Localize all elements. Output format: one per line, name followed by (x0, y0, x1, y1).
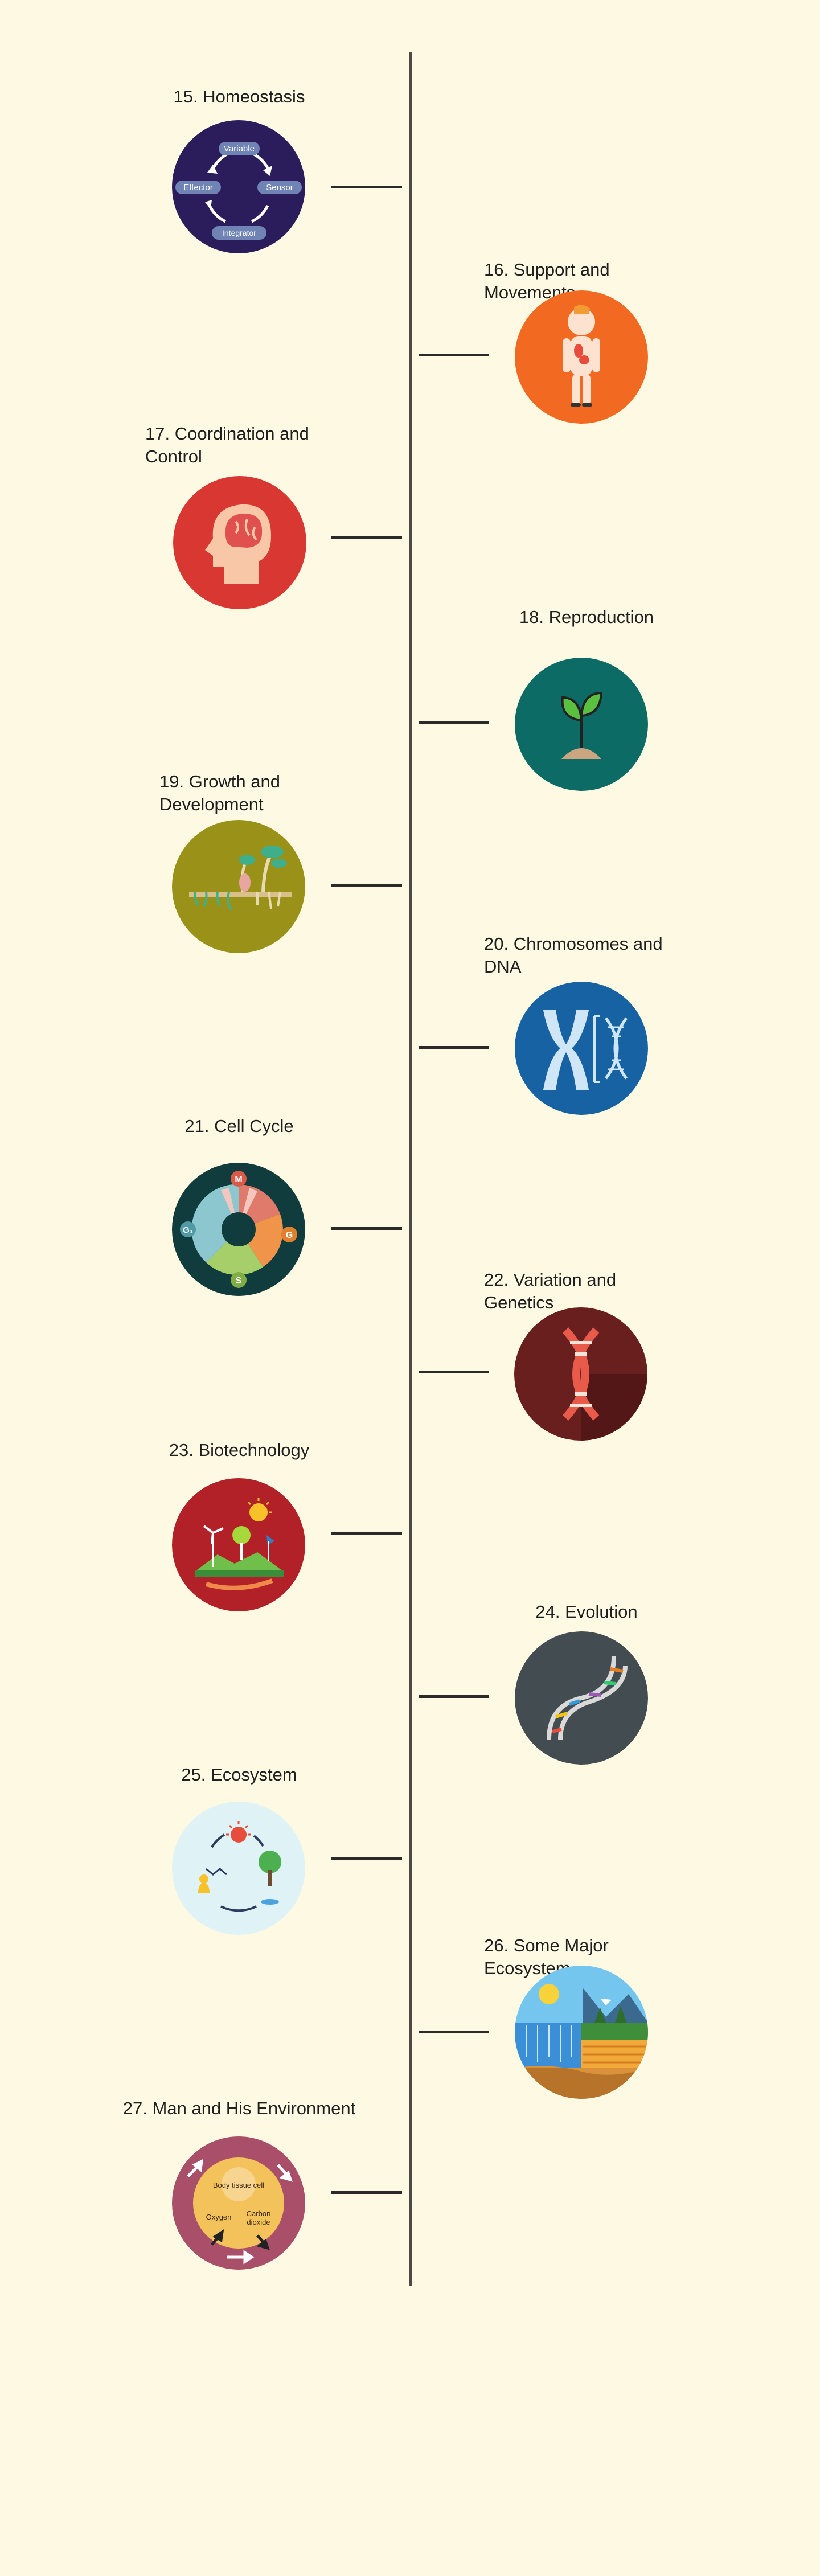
connector (419, 1371, 489, 1373)
svg-text:Effector: Effector (183, 183, 212, 192)
svg-text:Sensor: Sensor (266, 183, 293, 192)
timeline-item-cell-cycle: 21. Cell Cycle (108, 1115, 370, 1138)
item-title: 27. Man and His Environment (122, 2098, 356, 2118)
timeline-item-growth-and-development: 19. Growth and Development (108, 770, 370, 816)
timeline-item-coordination-and-control: 17. Coordination and Control (108, 423, 370, 468)
major-ecosystems-icon (515, 1966, 648, 2099)
item-title: 18. Reproduction (519, 607, 654, 627)
svg-text:Carbon: Carbon (247, 2209, 271, 2218)
item-title: 24. Evolution (535, 1602, 638, 1622)
timeline-item-variation-and-genetics: 22. Variation and Genetics (456, 1269, 718, 1314)
homeostasis-cycle-icon: Variable Effector Sensor Integrator (172, 120, 305, 253)
connector (419, 354, 489, 356)
sprout-icon (515, 658, 648, 791)
biotech-landscape-icon (172, 1478, 305, 1611)
item-title: 19. Growth and Development (159, 772, 280, 814)
timeline-item-evolution: 24. Evolution (456, 1601, 718, 1623)
timeline-item-ecosystem: 25. Ecosystem (108, 1763, 370, 1786)
connector (331, 2191, 402, 2194)
timeline-item-support-and-movements: 16. Support and Movements (456, 259, 718, 304)
item-title: 21. Cell Cycle (184, 1116, 294, 1136)
item-title: 16. Support and Movements (484, 260, 610, 302)
timeline-item-some-major-ecosystem: 26. Some Major Ecosystem (456, 1934, 718, 1980)
svg-text:G: G (286, 1230, 293, 1240)
item-title: 23. Biotechnology (169, 1440, 310, 1460)
timeline-item-man-and-his-environment: 27. Man and His Environment (108, 2097, 370, 2120)
connector (331, 1857, 402, 1860)
chromosome-dna-icon (515, 982, 648, 1115)
environment-cell-icon: Body tissue cell Oxygen Carbon dioxide (172, 2136, 305, 2270)
svg-text:M: M (235, 1175, 242, 1184)
timeline-item-chromosomes-and-dna: 20. Chromosomes and DNA (456, 933, 718, 978)
timeline-item-biotechnology: 23. Biotechnology (108, 1439, 370, 1462)
evolution-dna-icon (515, 1631, 648, 1765)
item-title: 20. Chromosomes and DNA (484, 934, 663, 977)
connector (331, 1532, 402, 1535)
connector (419, 1695, 489, 1698)
item-title: 26. Some Major Ecosystem (484, 1935, 609, 1978)
dna-helix-icon (514, 1307, 647, 1441)
ecosystem-cycle-icon (172, 1802, 305, 1935)
brain-head-icon (173, 476, 306, 609)
timeline-line (409, 52, 412, 2286)
connector (419, 721, 489, 724)
plant-growth-icon (172, 820, 305, 953)
svg-text:G₁: G₁ (183, 1225, 193, 1235)
timeline-item-reproduction: 18. Reproduction (456, 606, 718, 629)
svg-text:S: S (236, 1276, 242, 1286)
timeline-item-homeostasis: 15. Homeostasis (108, 85, 370, 108)
connector (331, 186, 402, 188)
human-body-icon (515, 290, 648, 424)
item-title: 15. Homeostasis (173, 87, 305, 106)
svg-text:Oxygen: Oxygen (206, 2213, 232, 2221)
connector (331, 1227, 402, 1230)
connector (419, 2031, 489, 2033)
connector (419, 1046, 489, 1049)
item-title: 17. Coordination and Control (145, 424, 309, 466)
svg-text:Variable: Variable (224, 144, 255, 154)
item-title: 22. Variation and Genetics (484, 1270, 617, 1312)
svg-text:Integrator: Integrator (222, 228, 256, 237)
connector (331, 536, 402, 539)
connector (331, 884, 402, 887)
svg-text:Body tissue cell: Body tissue cell (213, 2181, 264, 2189)
item-title: 25. Ecosystem (181, 1765, 297, 1785)
cell-cycle-icon: M G₁ S G (172, 1163, 305, 1296)
svg-text:dioxide: dioxide (247, 2218, 270, 2226)
